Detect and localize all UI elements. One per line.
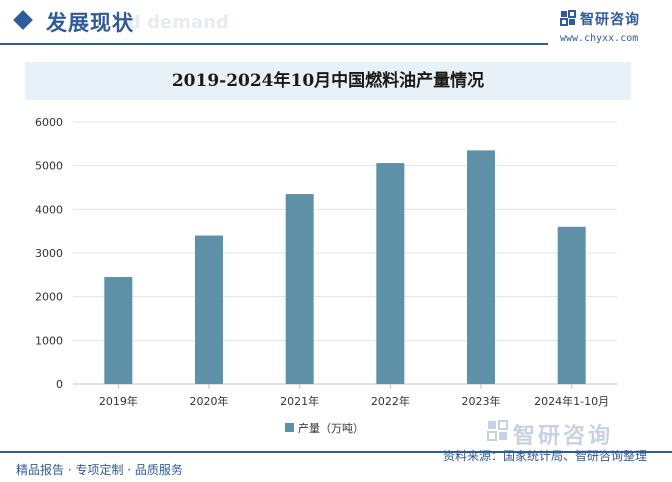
x-tick-label: 2023年 [462,394,501,408]
brand-name: 智研咨询 [580,12,640,28]
footer-slogan: 精品报告 · 专项定制 · 品质服务 [16,463,183,477]
y-tick-label: 4000 [35,203,63,216]
footer-divider [0,451,672,453]
brand-logo-icon [560,10,576,26]
section-title: 发展现状 [46,11,134,35]
y-tick-label: 2000 [35,291,63,304]
source-text: 资料来源：国家统计局、智研咨询整理 [443,449,648,463]
header-divider [0,43,548,45]
y-tick-label: 0 [56,378,63,391]
header: d demand 发展现状 智研咨询 www.chyxx.com [0,0,672,50]
bar [467,150,495,384]
x-tick-label: 2019年 [99,394,138,408]
y-tick-label: 6000 [35,116,63,129]
brand-url: www.chyxx.com [560,33,639,44]
watermark-text: 智研咨询 [513,424,614,449]
y-tick-label: 1000 [35,334,63,347]
legend-label: 产量（万吨） [298,421,364,435]
x-tick-label: 2020年 [190,394,229,408]
bar [195,235,223,384]
chart-title-bar: 2019-2024年10月中国燃料油产量情况 [25,62,631,100]
x-tick-label: 2022年 [371,394,410,408]
x-tick-label: 2024年1-10月 [534,394,609,408]
legend-swatch [285,423,294,432]
bar [557,226,586,384]
bar [376,163,405,384]
watermark-logo-icon [487,420,508,441]
bar [285,194,314,384]
y-tick-label: 3000 [35,247,63,260]
header-ghost-text: d demand [128,12,229,33]
bar [104,277,133,384]
chart-title: 2019-2024年10月中国燃料油产量情况 [171,71,485,91]
y-tick-label: 5000 [35,160,63,173]
x-tick-label: 2021年 [280,394,319,408]
